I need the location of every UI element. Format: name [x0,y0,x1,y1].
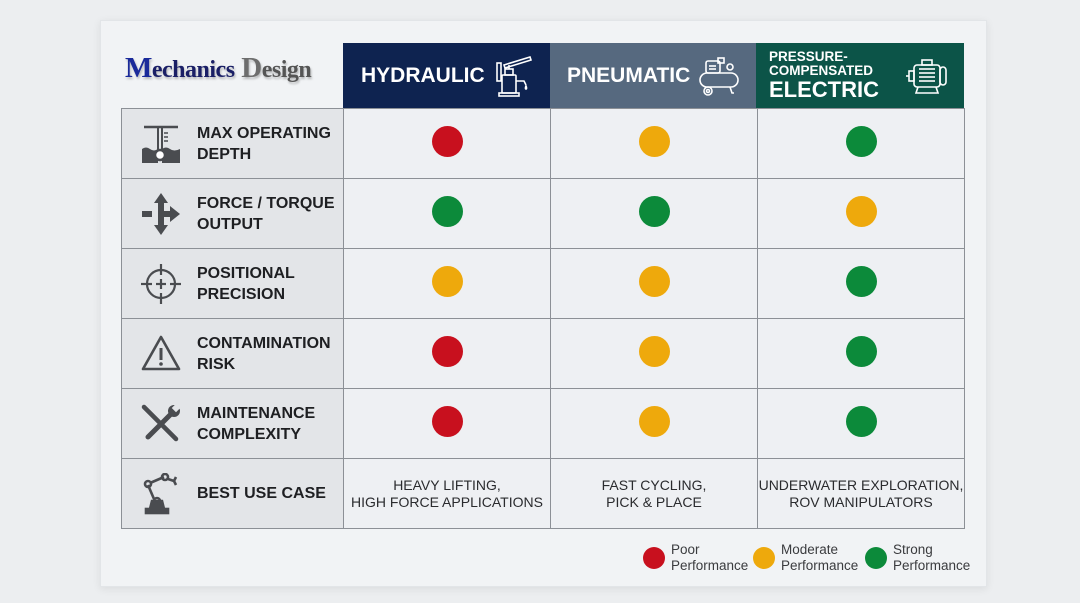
comparison-table: MAX OPERATING DEPTH FORCE / TORQUE OUTPUT … [121,108,965,529]
logo-word-2: esign [261,57,312,83]
column-header-electric: PRESSURE- COMPENSATED ELECTRIC [756,43,964,108]
force-arrows-icon [140,193,182,235]
robot-arm-icon [140,472,182,515]
column-title: PNEUMATIC [567,63,691,87]
best-use-cell-hydraulic: HEAVY LIFTING, HIGH FORCE APPLICATIONS [343,458,551,529]
mechanics-design-logo: Mechanics Design [125,52,312,84]
rating-cell-electric [757,108,965,179]
row-label-cell: BEST USE CASE [121,458,344,529]
crosshair-icon [140,263,182,305]
legend-dot-moderate [753,547,775,569]
column-title: HYDRAULIC [361,63,485,87]
row-label-cell: CONTAMINATION RISK [121,318,344,389]
table-row: POSITIONAL PRECISION [121,248,965,319]
logo-word-1: echanics [151,57,235,83]
legend-moderate: Moderate Performance [753,542,858,574]
best-use-cell-electric: UNDERWATER EXPLORATION, ROV MANIPULATORS [757,458,965,529]
row-label: CONTAMINATION RISK [197,334,331,373]
table-row: FORCE / TORQUE OUTPUT [121,178,965,249]
rating-dot-poor [431,335,463,367]
logo-initial-d: D [241,52,262,84]
table-row-best-use: BEST USE CASE HEAVY LIFTING, HIGH FORCE AP… [121,458,965,529]
legend-label: Performance [781,558,859,573]
rating-dot-moderate [845,195,877,227]
column-header-pneumatic: PNEUMATIC [550,43,756,108]
depth-gauge-icon [140,123,182,165]
row-label-cell: MAX OPERATING DEPTH [121,108,344,179]
legend-label: Moderate [781,542,839,557]
table-row: MAX OPERATING DEPTH [121,108,965,179]
rating-dot-moderate [638,335,670,367]
table-row: MAINTENANCE COMPLEXITY [121,388,965,459]
row-label: BEST USE CASE [197,485,326,502]
rating-cell-hydraulic [343,108,551,179]
legend-dot-poor [643,547,665,569]
legend-poor: Poor Performance [643,542,748,574]
legend-strong: Strong Performance [865,542,970,574]
logo-initial-m: M [125,52,152,84]
rating-cell-electric [757,178,965,249]
legend-label: Performance [893,558,971,573]
column-title-line-2: COMPENSATED [769,62,874,78]
electric-motor-icon [906,59,947,94]
rating-dot-moderate [431,265,463,297]
rating-cell-electric [757,388,965,459]
rating-cell-pneumatic [550,248,758,319]
legend-label: Strong [893,542,933,557]
row-label: MAX OPERATING DEPTH [197,124,331,163]
rating-dot-strong [431,195,463,227]
rating-cell-pneumatic [550,388,758,459]
rating-dot-strong [845,335,877,367]
rating-cell-hydraulic [343,388,551,459]
air-compressor-icon [699,57,739,96]
rating-cell-pneumatic [550,108,758,179]
rating-dot-poor [431,405,463,437]
row-label-cell: FORCE / TORQUE OUTPUT [121,178,344,249]
rating-cell-electric [757,248,965,319]
best-use-cell-pneumatic: FAST CYCLING, PICK & PLACE [550,458,758,529]
rating-dot-moderate [638,405,670,437]
rating-cell-hydraulic [343,318,551,389]
rating-dot-strong [845,125,877,157]
rating-cell-hydraulic [343,248,551,319]
column-header-hydraulic: HYDRAULIC [343,43,550,108]
warning-triangle-icon [140,333,182,375]
wrench-screwdriver-icon [140,403,182,445]
rating-cell-pneumatic [550,318,758,389]
row-label: POSITIONAL PRECISION [197,264,295,303]
legend-dot-strong [865,547,887,569]
row-label: FORCE / TORQUE OUTPUT [197,194,335,233]
row-label-cell: MAINTENANCE COMPLEXITY [121,388,344,459]
column-title-line-1: PRESSURE- [769,49,848,64]
row-label: MAINTENANCE COMPLEXITY [197,404,316,443]
rating-dot-moderate [638,125,670,157]
rating-dot-strong [638,195,670,227]
rating-dot-strong [845,405,877,437]
hydraulic-jack-icon [496,56,533,97]
row-label-cell: POSITIONAL PRECISION [121,248,344,319]
rating-dot-strong [845,265,877,297]
legend-label: Poor [671,542,700,557]
rating-dot-moderate [638,265,670,297]
rating-cell-electric [757,318,965,389]
table-row: CONTAMINATION RISK [121,318,965,389]
rating-cell-pneumatic [550,178,758,249]
column-title-main: ELECTRIC [769,77,879,102]
legend-label: Performance [671,558,749,573]
rating-dot-poor [431,125,463,157]
rating-cell-hydraulic [343,178,551,249]
